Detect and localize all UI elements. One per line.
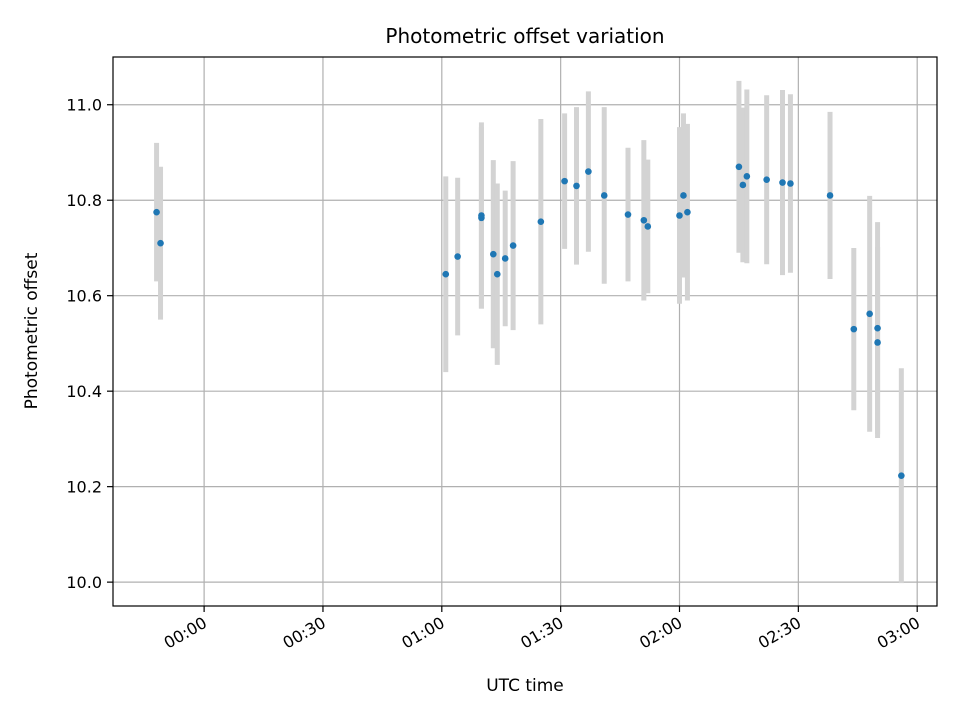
data-point — [537, 218, 545, 225]
data-point — [739, 181, 747, 189]
data-point — [157, 239, 164, 247]
data-point — [442, 270, 450, 278]
grid-lines — [113, 57, 937, 606]
data-point — [640, 216, 648, 224]
data-point — [509, 242, 517, 249]
data-point — [874, 324, 881, 332]
data-point — [454, 253, 461, 260]
y-axis-ticks: 10.0 10.2 10.4 10.6 10.8 11.0 — [66, 96, 113, 592]
chart-title: Photometric offset variation — [385, 24, 664, 48]
data-point — [826, 192, 834, 199]
y-tick-label: 10.6 — [66, 287, 102, 306]
data-point — [153, 208, 160, 216]
data-point — [787, 180, 794, 187]
data-point — [684, 208, 691, 216]
y-tick-label: 10.8 — [66, 191, 102, 210]
data-point — [644, 223, 652, 230]
data-point — [898, 472, 905, 479]
data-point — [585, 168, 592, 175]
data-point — [680, 192, 687, 199]
data-point — [493, 270, 501, 278]
data-point — [490, 250, 497, 258]
data-point — [501, 255, 509, 262]
data-point — [850, 325, 858, 333]
data-point — [624, 211, 632, 218]
data-point — [874, 339, 881, 346]
y-tick-label: 10.2 — [66, 478, 102, 497]
x-axis-label: UTC time — [486, 676, 564, 696]
y-axis-label: Photometric offset — [22, 252, 42, 409]
data-points — [153, 163, 905, 479]
data-point — [763, 176, 770, 183]
data-point — [743, 173, 751, 180]
data-point — [561, 177, 568, 185]
y-tick-label: 10.4 — [66, 382, 102, 401]
y-tick-label: 11.0 — [66, 96, 102, 115]
data-point — [573, 182, 580, 190]
data-point — [735, 163, 743, 171]
y-tick-label: 10.0 — [66, 573, 102, 592]
plot-frame — [112, 56, 938, 607]
data-point — [676, 212, 683, 219]
data-point — [866, 310, 873, 318]
data-point — [779, 179, 786, 186]
data-point — [478, 212, 485, 219]
data-point — [600, 192, 608, 199]
